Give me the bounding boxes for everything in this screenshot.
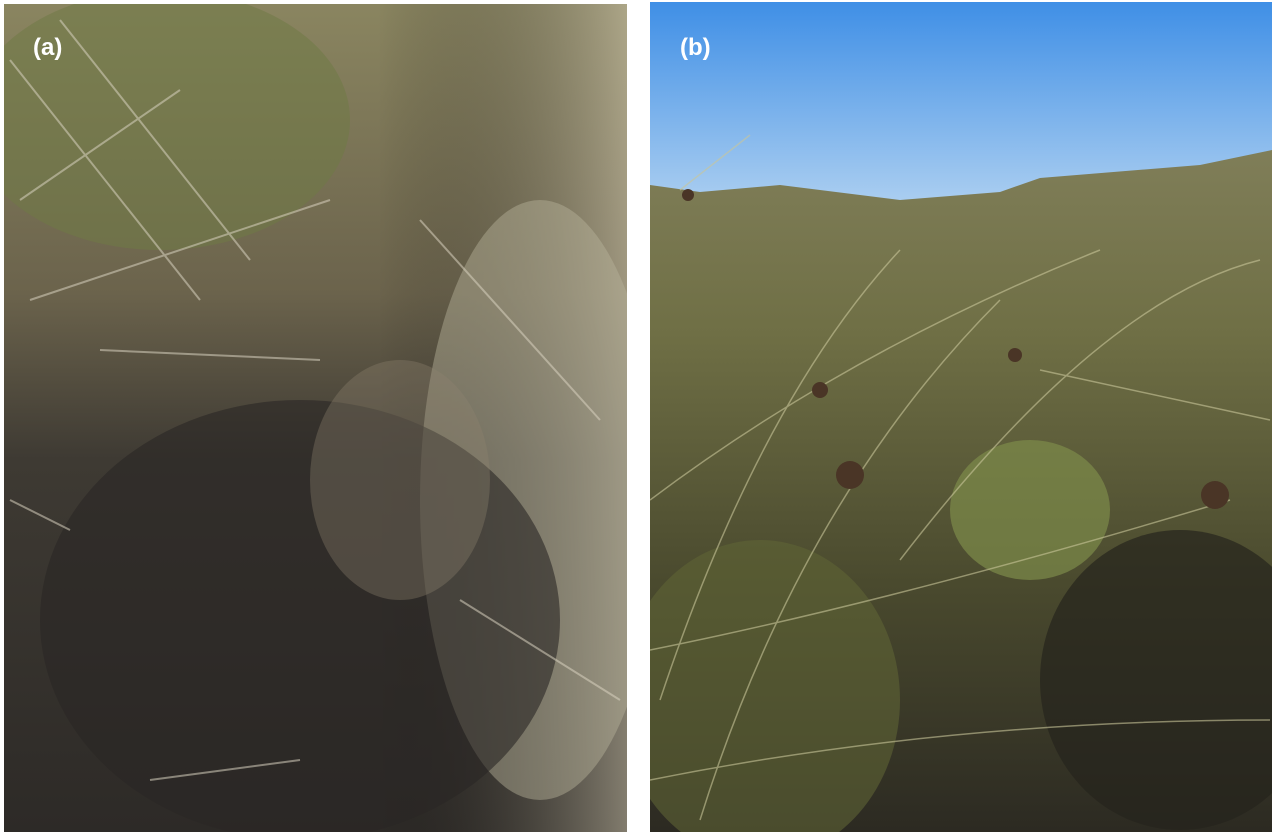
photo-b [620, 2, 1274, 834]
page: (a) (b) (() => { const data = JSON.parse… [0, 0, 1274, 834]
panel-label: (b) [680, 34, 711, 61]
figure: (a) (b) [0, 0, 1274, 834]
photo-a [0, 0, 660, 834]
panel-label: (a) [33, 34, 62, 61]
